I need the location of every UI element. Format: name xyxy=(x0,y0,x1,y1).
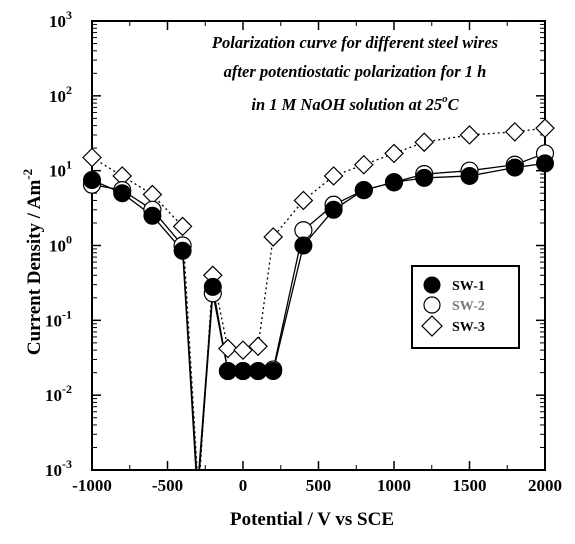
y-tick-label: 10-2 xyxy=(45,382,72,405)
data-point-sw-3 xyxy=(218,338,238,359)
markers-group xyxy=(82,118,555,381)
tick-labels-group: -1000 -500 0 500 1000 1500 2000 10-3 10-2 10-1 100… xyxy=(45,8,562,495)
data-point-sw-1 xyxy=(415,168,434,187)
legend-label-sw1: SW-1 xyxy=(452,279,485,294)
legend: SW-1 SW-2 SW-3 xyxy=(411,265,520,349)
x-tick-label: -1000 xyxy=(72,476,112,495)
y-tick-label: 10-1 xyxy=(45,307,72,330)
data-point-sw-3 xyxy=(459,125,480,145)
x-tick-label: -500 xyxy=(152,476,183,495)
data-point-sw-3 xyxy=(248,336,268,357)
x-tick-label: 0 xyxy=(239,476,248,495)
y-tick-label: 103 xyxy=(49,8,72,31)
y-axis-label: Current Density / Am-2 xyxy=(20,169,45,355)
data-point-sw-3 xyxy=(323,166,344,186)
data-point-sw-1 xyxy=(324,200,343,219)
data-point-sw-1 xyxy=(143,206,162,225)
data-point-sw-2 xyxy=(294,221,313,240)
data-point-sw-1 xyxy=(113,184,132,203)
y-axis-label-sup: -2 xyxy=(20,169,35,180)
data-point-sw-3 xyxy=(535,118,555,138)
annotation: Polarization curve for different steel w… xyxy=(211,33,498,114)
plot-frame xyxy=(91,20,546,471)
y-tick-label: 102 xyxy=(49,83,72,106)
data-point-sw-1 xyxy=(218,362,237,381)
data-point-sw-1 xyxy=(536,154,554,173)
data-point-sw-1 xyxy=(264,362,283,381)
annotation-line-3-main: in 1 M NaOH solution at 25 xyxy=(251,95,442,114)
annotation-line-2: after potentiostatic polarization for 1 … xyxy=(224,62,487,81)
data-point-sw-3 xyxy=(384,143,404,164)
legend-marker-sw3 xyxy=(421,315,443,337)
data-point-sw-3 xyxy=(414,132,435,153)
data-point-sw-3 xyxy=(82,147,102,168)
data-point-sw-1 xyxy=(354,181,373,200)
x-tick-label: 1500 xyxy=(453,476,487,495)
data-point-sw-3 xyxy=(172,216,193,237)
data-point-sw-1 xyxy=(249,362,268,381)
data-point-sw-3 xyxy=(263,227,284,247)
y-axis-label-main: Current Density / Am xyxy=(24,180,45,356)
data-point-sw-3 xyxy=(233,340,253,360)
axes-group xyxy=(91,20,546,471)
data-point-sw-3 xyxy=(293,190,314,211)
x-tick-label: 1000 xyxy=(377,476,411,495)
annotation-degree-sup: o xyxy=(442,93,448,105)
data-point-sw-3 xyxy=(353,154,374,175)
annotation-line-3: in 1 M NaOH solution at 25oC xyxy=(251,93,459,114)
y-tick-label: 101 xyxy=(49,158,72,181)
data-point-sw-3 xyxy=(504,122,525,142)
data-point-sw-1 xyxy=(173,241,192,260)
y-tick-label: 10-3 xyxy=(45,457,72,480)
legend-label-sw3: SW-3 xyxy=(452,320,485,335)
x-tick-label: 2000 xyxy=(528,476,562,495)
data-point-sw-1 xyxy=(385,173,403,192)
annotation-unit: C xyxy=(448,95,460,114)
data-point-sw-1 xyxy=(294,236,313,255)
annotation-line-1: Polarization curve for different steel w… xyxy=(211,33,498,52)
legend-marker-sw1 xyxy=(423,276,441,294)
x-tick-label: 500 xyxy=(306,476,332,495)
y-tick-label: 100 xyxy=(49,233,72,256)
data-point-sw-1 xyxy=(460,166,479,185)
data-point-sw-1 xyxy=(203,277,222,296)
data-point-sw-1 xyxy=(234,362,252,381)
data-point-sw-1 xyxy=(505,158,524,177)
x-axis-label: Potential / V vs SCE xyxy=(230,509,394,530)
legend-marker-sw2 xyxy=(423,296,441,314)
data-point-sw-1 xyxy=(83,171,101,190)
legend-label-sw2: SW-2 xyxy=(452,299,485,314)
